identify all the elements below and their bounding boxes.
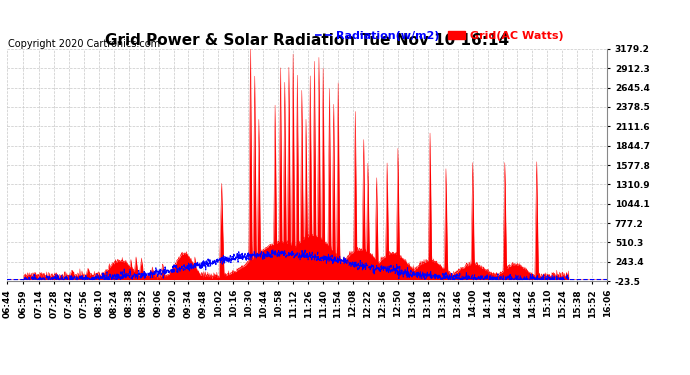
Legend: Radiation(w/m2), Grid(AC Watts): Radiation(w/m2), Grid(AC Watts) [310,26,568,45]
Text: Copyright 2020 Cartronics.com: Copyright 2020 Cartronics.com [8,39,159,50]
Title: Grid Power & Solar Radiation Tue Nov 10 16:14: Grid Power & Solar Radiation Tue Nov 10 … [105,33,509,48]
